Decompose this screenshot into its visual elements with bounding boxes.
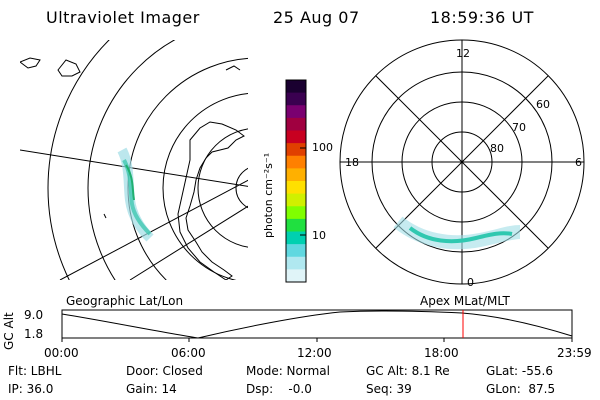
colorbar-unit: photon cm⁻²s⁻¹	[262, 152, 275, 238]
coastline	[20, 57, 81, 77]
polar-label-0: 0	[467, 276, 474, 289]
info-mode: Mode: Normal	[246, 364, 330, 378]
polar-label-12: 12	[456, 47, 470, 60]
colorbar-swatch	[286, 105, 306, 119]
polar-panel-label: Apex MLat/MLT	[420, 294, 510, 308]
lat-arc	[162, 93, 248, 280]
info-gain: Gain: 14	[126, 382, 177, 396]
lat-arc	[87, 40, 176, 280]
colorbar-swatch	[286, 143, 306, 157]
geo-panel-label: Geographic Lat/Lon	[66, 294, 184, 308]
time-label: 18:59:36 UT	[430, 8, 534, 27]
polar-label-18: 18	[345, 156, 359, 169]
colorbar-swatch	[286, 206, 306, 220]
info-ip: IP: 36.0	[8, 382, 54, 396]
polar-label-6: 6	[575, 156, 582, 169]
colorbar-swatch	[286, 244, 306, 258]
colorbar-swatch	[286, 218, 306, 232]
lon-line	[59, 179, 248, 280]
aurora-geo	[117, 147, 154, 242]
ring-label-60: 60	[536, 98, 550, 111]
colorbar-tick-100: 100	[312, 141, 333, 154]
alt-ylabel: GC Alt	[2, 312, 16, 350]
alt-xtick: 00:00	[44, 346, 79, 360]
colorbar-swatch	[286, 256, 306, 270]
info-dsp: Dsp: -0.0	[246, 382, 312, 396]
colorbar-swatch	[286, 168, 306, 182]
alt-xtick: 06:00	[171, 346, 206, 360]
instrument-title: Ultraviolet Imager	[46, 8, 200, 27]
lat-arc	[127, 57, 248, 280]
colorbar-tick-10: 10	[312, 229, 326, 242]
lon-line	[20, 149, 248, 187]
ring-label-80: 80	[490, 142, 504, 155]
info-glat: GLat: -55.6	[486, 364, 553, 378]
lat-arc	[47, 40, 110, 280]
aurora-polar	[393, 216, 521, 250]
colorbar	[285, 79, 307, 283]
lon-line	[129, 205, 248, 280]
colorbar-swatch	[286, 193, 306, 207]
info-flt: Flt: LBHL	[8, 364, 62, 378]
lat-arc	[197, 128, 248, 248]
colorbar-swatch	[286, 181, 306, 195]
ring-label-70: 70	[512, 121, 526, 134]
alt-xtick: 12:00	[297, 346, 332, 360]
colorbar-swatch	[286, 155, 306, 169]
lat-arc	[235, 167, 248, 209]
info-door: Door: Closed	[126, 364, 203, 378]
colorbar-swatch	[286, 231, 306, 245]
alt-ytick-top: 9.0	[24, 308, 44, 322]
date-label: 25 Aug 07	[273, 8, 360, 27]
altitude-plot	[61, 309, 573, 342]
info-gc-alt: GC Alt: 8.1 Re	[366, 364, 450, 378]
alt-ytick-bottom: 1.8	[24, 327, 44, 341]
colorbar-swatch	[286, 80, 306, 94]
alt-xtick: 23:59	[557, 346, 592, 360]
coastline	[103, 213, 107, 219]
colorbar-swatch	[286, 130, 306, 144]
info-glon: GLon: 87.5	[486, 382, 556, 396]
alt-xtick: 18:00	[424, 346, 459, 360]
colorbar-swatch	[286, 269, 306, 283]
colorbar-swatch	[286, 117, 306, 131]
colorbar-swatch	[286, 92, 306, 106]
coastline	[177, 121, 245, 280]
coastline	[225, 65, 241, 71]
polar-plot	[339, 39, 585, 285]
info-seq: Seq: 39	[366, 382, 412, 396]
